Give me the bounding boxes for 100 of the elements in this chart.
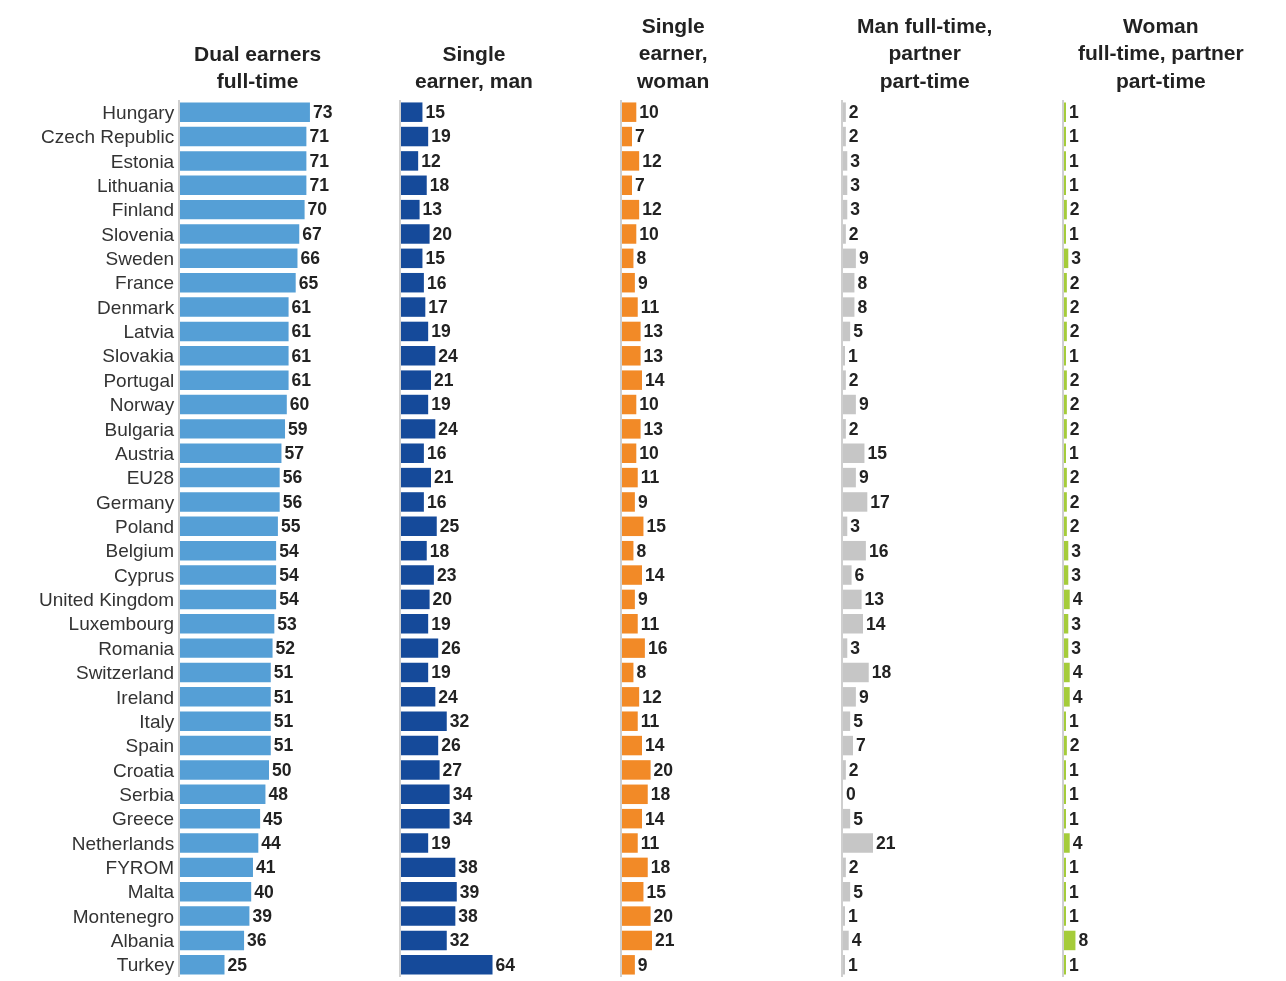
y-tick-label: Norway bbox=[109, 394, 175, 416]
bar bbox=[180, 711, 271, 731]
bar bbox=[1064, 662, 1070, 683]
data-label: 44 bbox=[261, 832, 282, 853]
data-label: 24 bbox=[438, 686, 459, 707]
bar bbox=[1064, 735, 1067, 756]
data-label: 17 bbox=[870, 491, 890, 512]
bar bbox=[1064, 614, 1069, 634]
data-label: 16 bbox=[868, 540, 889, 561]
bar bbox=[180, 467, 280, 488]
bar bbox=[1064, 199, 1067, 220]
data-label: 11 bbox=[640, 832, 660, 853]
data-label: 3 bbox=[850, 516, 861, 537]
data-label: 1 bbox=[1069, 223, 1079, 244]
data-label: 11 bbox=[640, 711, 660, 732]
bar bbox=[401, 906, 456, 926]
data-label: 3 bbox=[1071, 564, 1082, 585]
data-label: 7 bbox=[635, 175, 645, 196]
bar bbox=[1064, 930, 1076, 951]
bar bbox=[180, 151, 307, 171]
data-label: 8 bbox=[636, 662, 647, 683]
bar bbox=[401, 321, 429, 342]
y-tick-label: Hungary bbox=[102, 101, 175, 123]
bar bbox=[622, 199, 640, 220]
bar bbox=[1064, 516, 1067, 537]
data-label: 1 bbox=[1069, 759, 1079, 780]
data-label: 2 bbox=[848, 759, 859, 780]
data-label: 8 bbox=[636, 248, 647, 269]
data-label: 2 bbox=[848, 223, 859, 244]
data-label: 16 bbox=[426, 491, 447, 512]
y-tick-label: Czech Republic bbox=[41, 126, 175, 148]
data-label: 54 bbox=[279, 589, 299, 610]
bar bbox=[401, 272, 424, 293]
bar bbox=[401, 492, 424, 512]
data-label: 38 bbox=[458, 857, 479, 878]
data-label: 51 bbox=[273, 686, 294, 707]
bar bbox=[1064, 419, 1067, 439]
data-label: 15 bbox=[425, 102, 446, 123]
bar bbox=[401, 467, 432, 488]
data-label: 10 bbox=[639, 223, 660, 244]
y-tick-label: Belgium bbox=[105, 540, 175, 562]
bar bbox=[180, 687, 271, 707]
y-tick-label: Italy bbox=[139, 710, 175, 732]
bar bbox=[622, 492, 635, 512]
bar bbox=[180, 394, 287, 415]
bar bbox=[1064, 321, 1067, 342]
data-label: 39 bbox=[459, 881, 480, 902]
data-label: 56 bbox=[282, 467, 303, 488]
bar bbox=[1064, 589, 1070, 610]
data-label: 17 bbox=[428, 296, 448, 317]
data-label: 21 bbox=[876, 832, 896, 853]
bar bbox=[401, 175, 427, 196]
data-label: 51 bbox=[273, 711, 294, 732]
data-label: 2 bbox=[1069, 491, 1080, 512]
data-label: 7 bbox=[635, 126, 645, 147]
bar bbox=[401, 614, 429, 634]
data-label: 1 bbox=[848, 345, 858, 366]
bar bbox=[622, 297, 638, 317]
data-label: 65 bbox=[298, 272, 319, 293]
data-label: 9 bbox=[637, 272, 648, 293]
data-label: 13 bbox=[643, 418, 664, 439]
y-tick-label: Cyprus bbox=[114, 564, 175, 586]
data-label: 19 bbox=[431, 126, 451, 147]
data-label: 14 bbox=[645, 808, 665, 829]
bar bbox=[622, 175, 633, 196]
data-label: 3 bbox=[1071, 637, 1082, 658]
bar bbox=[622, 272, 635, 293]
bar bbox=[1064, 467, 1067, 488]
bar bbox=[622, 102, 637, 122]
bar bbox=[401, 443, 424, 463]
data-label: 9 bbox=[858, 467, 869, 488]
bar bbox=[622, 394, 637, 415]
data-label: 10 bbox=[639, 443, 660, 464]
y-tick-label: Netherlands bbox=[71, 832, 175, 854]
data-label: 13 bbox=[422, 199, 443, 220]
data-label: 3 bbox=[850, 150, 861, 171]
bar bbox=[1064, 492, 1067, 512]
data-label: 5 bbox=[853, 808, 864, 829]
bar bbox=[622, 662, 634, 683]
data-label: 1 bbox=[1069, 443, 1079, 464]
data-label: 23 bbox=[436, 564, 457, 585]
data-label: 34 bbox=[452, 808, 473, 829]
bar bbox=[622, 638, 645, 658]
data-label: 14 bbox=[645, 564, 665, 585]
data-label: 64 bbox=[495, 954, 516, 975]
data-label: 61 bbox=[291, 370, 312, 390]
bar bbox=[1064, 540, 1069, 561]
bar bbox=[180, 930, 245, 951]
bar bbox=[401, 687, 436, 707]
bar bbox=[180, 516, 278, 537]
bar bbox=[401, 833, 429, 853]
data-label: 21 bbox=[655, 930, 675, 951]
chart-title: Single earner, man bbox=[415, 42, 533, 93]
y-tick-label: Estonia bbox=[110, 150, 175, 172]
data-label: 21 bbox=[434, 467, 454, 488]
bar bbox=[180, 224, 300, 244]
bar bbox=[622, 711, 638, 731]
data-label: 3 bbox=[850, 637, 861, 658]
data-label: 59 bbox=[288, 418, 308, 439]
chart-title: Single earner, woman bbox=[636, 14, 710, 92]
